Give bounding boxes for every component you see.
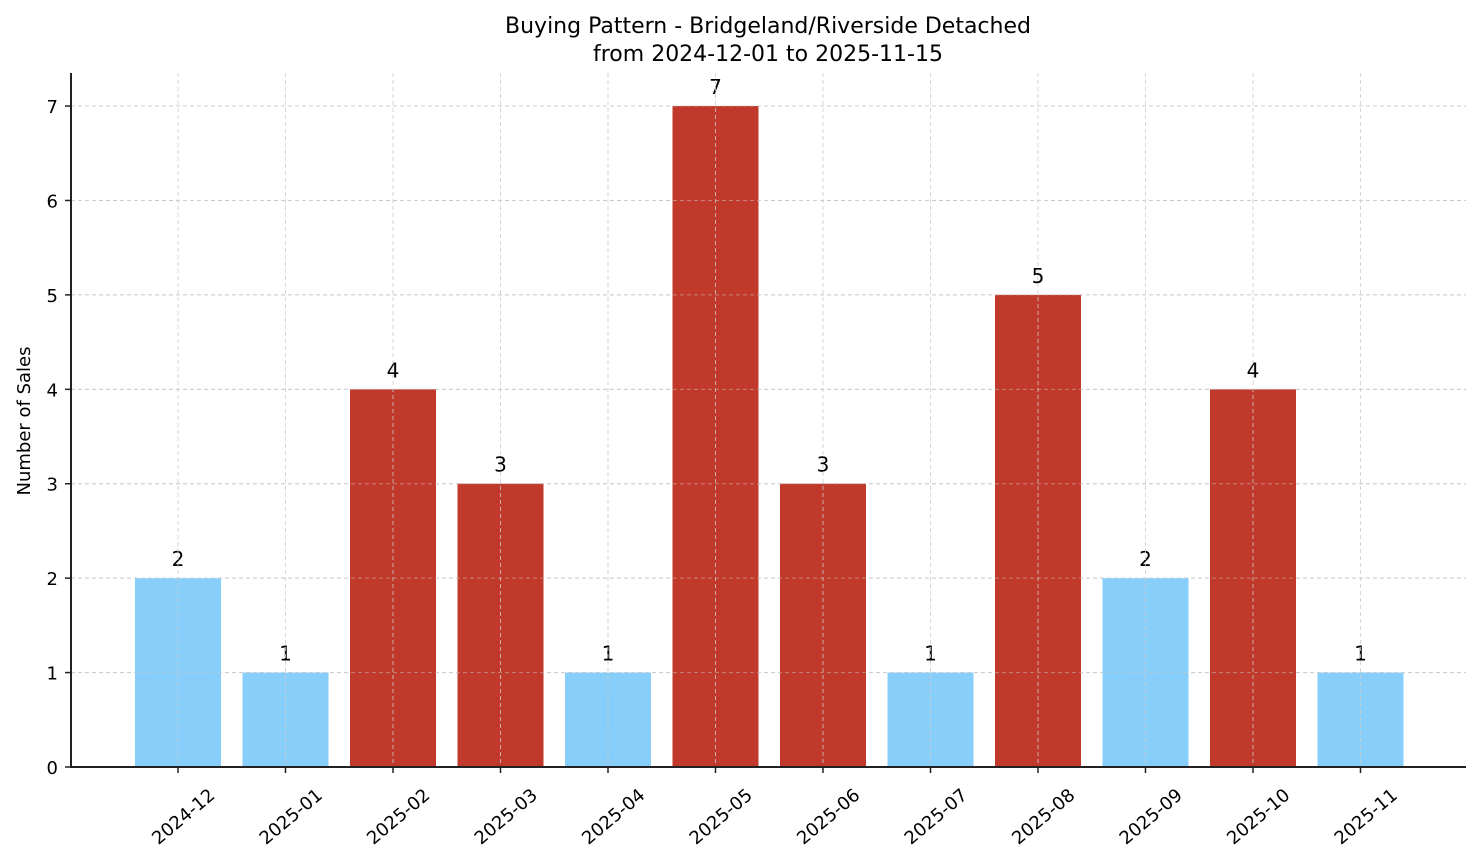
y-tick-label: 1 <box>47 664 58 685</box>
x-tick-label: 2025-11 <box>1331 785 1402 849</box>
y-tick-label: 6 <box>47 191 58 212</box>
x-tick-label: 2025-09 <box>1116 785 1187 849</box>
bar-value-label: 1 <box>924 642 937 666</box>
y-tick-label: 4 <box>47 380 58 401</box>
y-tick-label: 7 <box>47 97 58 118</box>
bar-2025-05 <box>672 106 759 768</box>
x-tick-label: 2025-01 <box>256 785 327 849</box>
chart-subtitle: from 2024-12-01 to 2025-11-15 <box>593 42 943 67</box>
x-tick-label: 2025-05 <box>686 785 757 849</box>
x-tick-label: 2025-07 <box>901 785 972 849</box>
bar-value-label: 5 <box>1032 264 1045 288</box>
x-tick-label: 2025-08 <box>1008 785 1079 849</box>
x-tick-label: 2025-02 <box>363 785 434 849</box>
bar-value-label: 3 <box>817 453 830 477</box>
bar-value-label: 3 <box>494 453 507 477</box>
x-tick-label: 2025-10 <box>1223 785 1294 849</box>
x-tick-label: 2024-12 <box>148 785 219 849</box>
bar-value-label: 1 <box>602 642 615 666</box>
chart-title: Buying Pattern - Bridgeland/Riverside De… <box>505 14 1031 39</box>
bar-value-label: 1 <box>279 642 292 666</box>
x-tick-label: 2025-04 <box>578 785 649 849</box>
y-axis-label: Number of Sales <box>14 346 35 495</box>
y-tick-label: 0 <box>47 758 58 779</box>
y-tick-label: 3 <box>47 475 58 496</box>
y-tick-label: 2 <box>47 569 58 590</box>
x-tick-label: 2025-03 <box>471 785 542 849</box>
x-tick-label: 2025-06 <box>793 785 864 849</box>
bar-value-label: 1 <box>1354 642 1367 666</box>
y-tick-label: 5 <box>47 286 58 307</box>
